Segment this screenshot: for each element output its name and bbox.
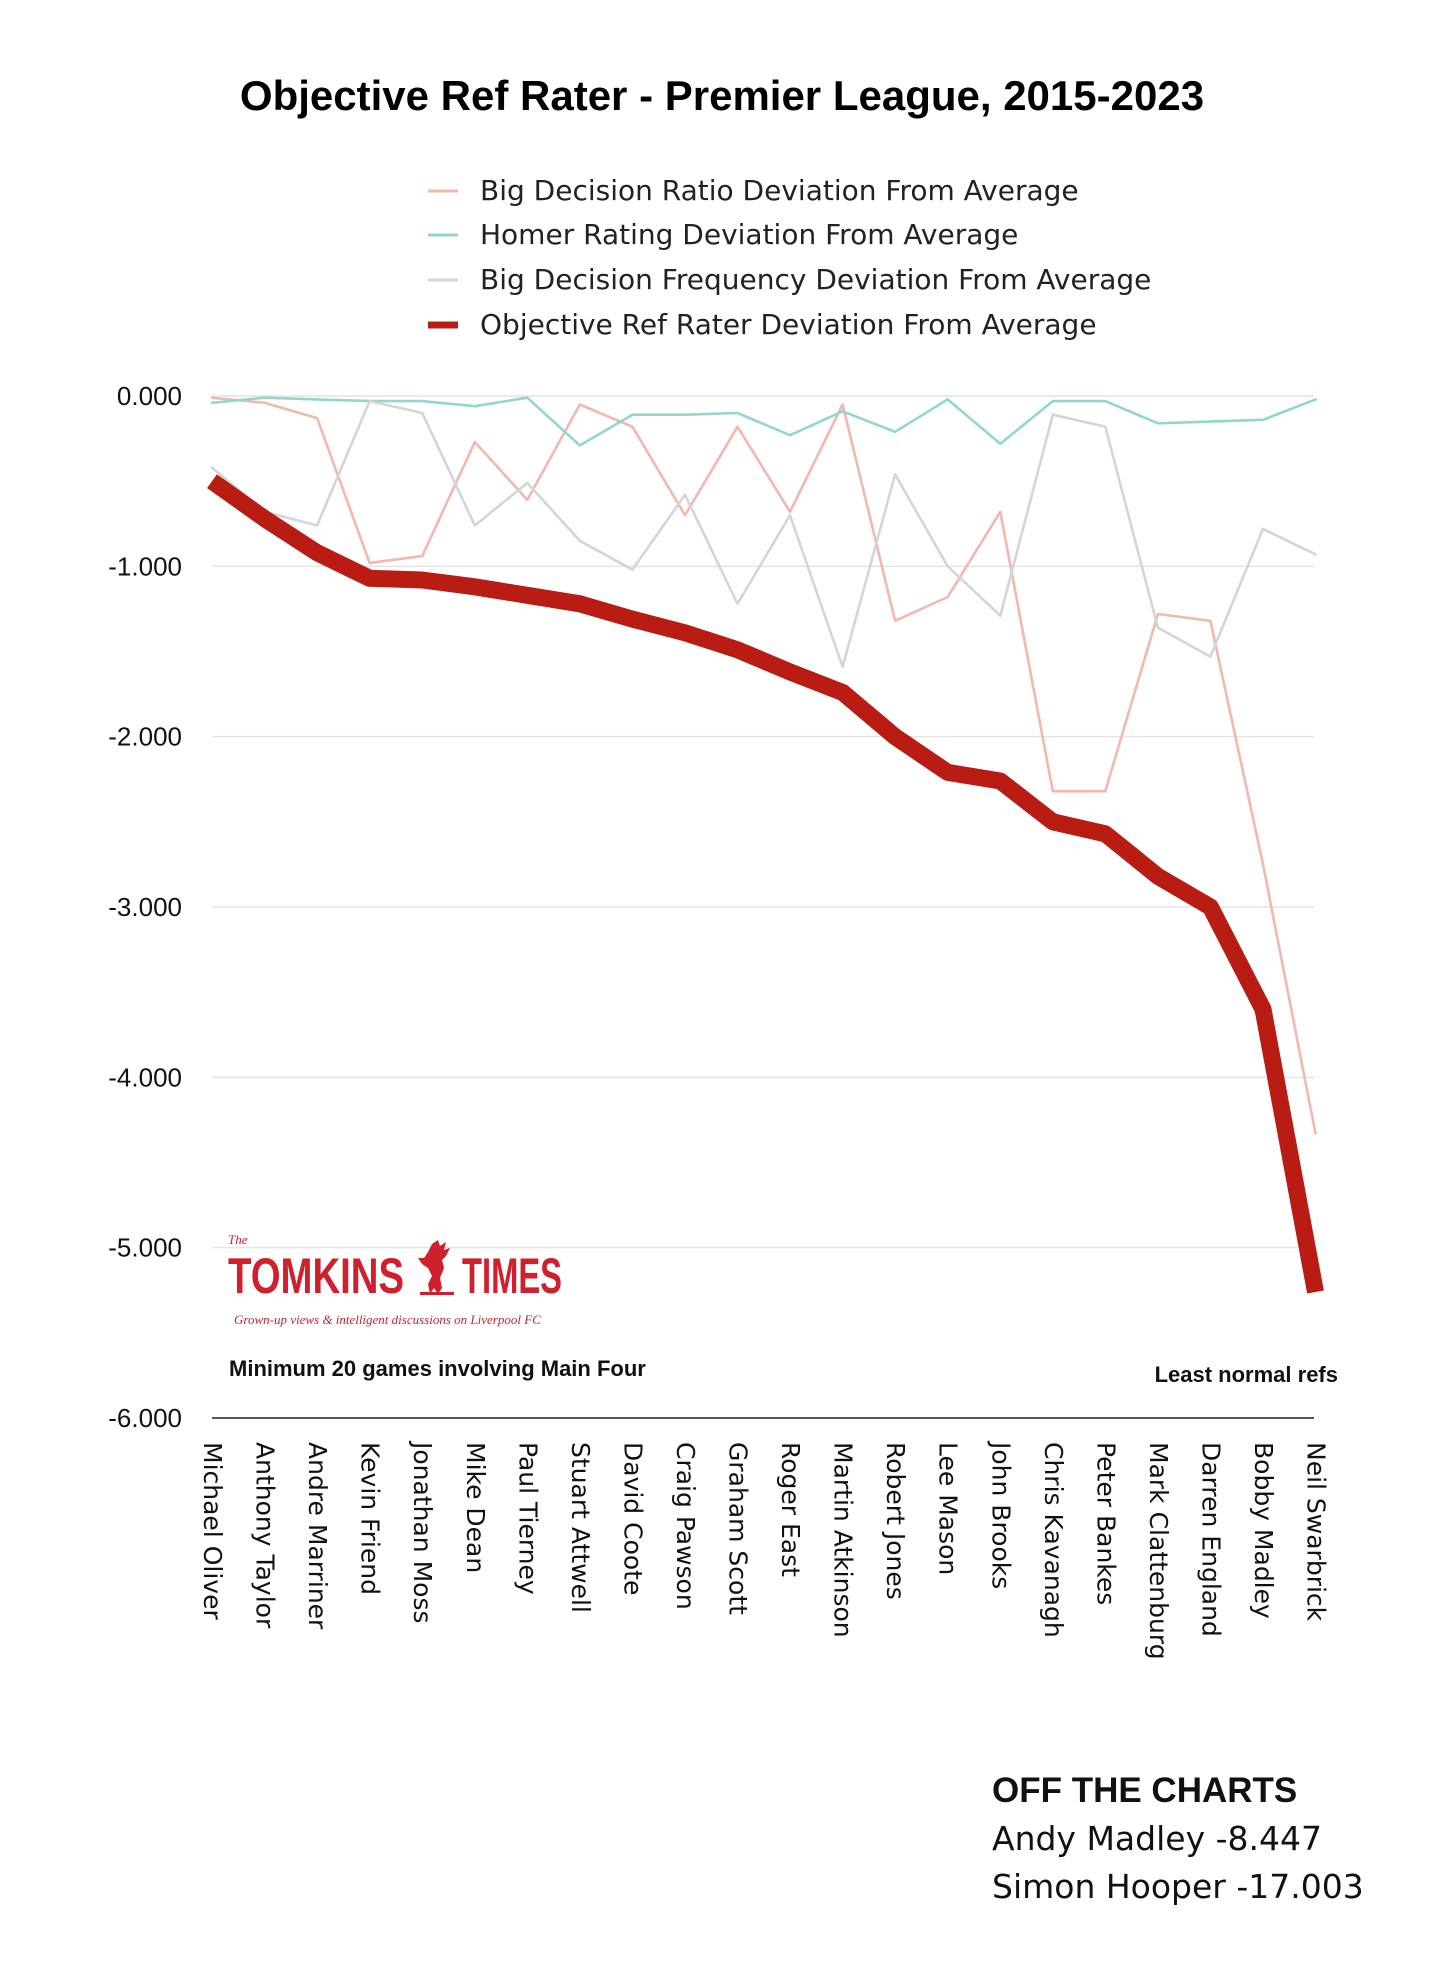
x-category-label: Bobby Madley — [1249, 1442, 1278, 1619]
y-tick-label: -5.000 — [108, 1233, 182, 1263]
legend-label: Objective Ref Rater Deviation From Avera… — [480, 308, 1097, 341]
off-the-charts-line: Andy Madley -8.447 — [992, 1819, 1322, 1858]
x-category-label: Mark Clattenburg — [1144, 1442, 1173, 1660]
x-category-label: Roger East — [776, 1442, 805, 1577]
tomkins-times-logo: The TOMKINS TIMES Grown-up views & intel… — [228, 1232, 562, 1327]
y-axis-ticks: 0.000 -1.000 -2.000 -3.000 -4.000 -5.000 -6.00… — [108, 381, 182, 1433]
y-tick-label: -2.000 — [108, 722, 182, 752]
y-tick-label: -6.000 — [108, 1403, 182, 1433]
y-tick-label: -4.000 — [108, 1062, 182, 1092]
x-category-label: Martin Atkinson — [829, 1442, 858, 1638]
series-line-big-decision-ratio — [210, 396, 1317, 1135]
legend-label: Big Decision Frequency Deviation From Av… — [480, 263, 1151, 296]
x-category-label: Mike Dean — [461, 1442, 490, 1573]
x-category-label: Kevin Friend — [356, 1442, 385, 1595]
series-line-objective-ref-rater — [207, 474, 1324, 1294]
x-category-label: David Coote — [618, 1442, 647, 1595]
off-the-charts-heading: OFF THE CHARTS — [992, 1771, 1297, 1810]
liverbird-icon — [418, 1240, 454, 1295]
x-category-label: Robert Jones — [881, 1442, 910, 1600]
off-the-charts: OFF THE CHARTS Andy Madley -8.447 Simon … — [992, 1771, 1364, 1906]
logo-the: The — [228, 1232, 248, 1247]
logo-word-left: TOMKINS — [228, 1248, 404, 1304]
chart-title: Objective Ref Rater - Premier League, 20… — [240, 72, 1204, 119]
y-tick-label: -3.000 — [108, 892, 182, 922]
logo-tagline: Grown-up views & intelligent discussions… — [234, 1312, 541, 1327]
x-category-label: Jonathan Moss — [408, 1440, 437, 1624]
note-least-normal: Least normal refs — [1155, 1362, 1338, 1387]
x-category-label: Chris Kavanagh — [1039, 1442, 1068, 1638]
x-category-label: Graham Scott — [724, 1442, 753, 1615]
gridlines — [212, 395, 1314, 1249]
off-the-charts-line: Simon Hooper -17.003 — [992, 1867, 1364, 1906]
x-category-label: Andre Marriner — [303, 1442, 332, 1630]
series-line-big-decision-frequency — [210, 399, 1317, 669]
x-category-label: Lee Mason — [934, 1442, 963, 1575]
logo-word-right: TIMES — [462, 1248, 562, 1304]
series-line-homer-rating — [210, 396, 1317, 447]
legend-label: Homer Rating Deviation From Average — [480, 218, 1018, 251]
x-category-label: Michael Oliver — [198, 1442, 227, 1620]
x-category-label: Stuart Attwell — [566, 1442, 595, 1613]
x-category-label: Craig Pawson — [671, 1442, 700, 1610]
legend-label: Big Decision Ratio Deviation From Averag… — [480, 174, 1079, 207]
x-category-label: Darren England — [1196, 1442, 1225, 1637]
y-tick-label: -1.000 — [108, 551, 182, 581]
y-tick-label: 0.000 — [117, 381, 182, 411]
x-category-label: Anthony Taylor — [251, 1442, 280, 1629]
x-category-label: Paul Tierney — [513, 1442, 542, 1595]
legend: Big Decision Ratio Deviation From Averag… — [428, 174, 1151, 341]
x-category-label: Peter Bankes — [1091, 1442, 1120, 1605]
x-axis-categories: Michael Oliver Anthony Taylor Andre Marrin… — [198, 1440, 1331, 1660]
series-lines — [207, 396, 1324, 1294]
note-min-games: Minimum 20 games involving Main Four — [229, 1356, 646, 1381]
x-category-label: Neil Swarbrick — [1302, 1442, 1331, 1622]
x-category-label: John Brooks — [986, 1440, 1015, 1589]
